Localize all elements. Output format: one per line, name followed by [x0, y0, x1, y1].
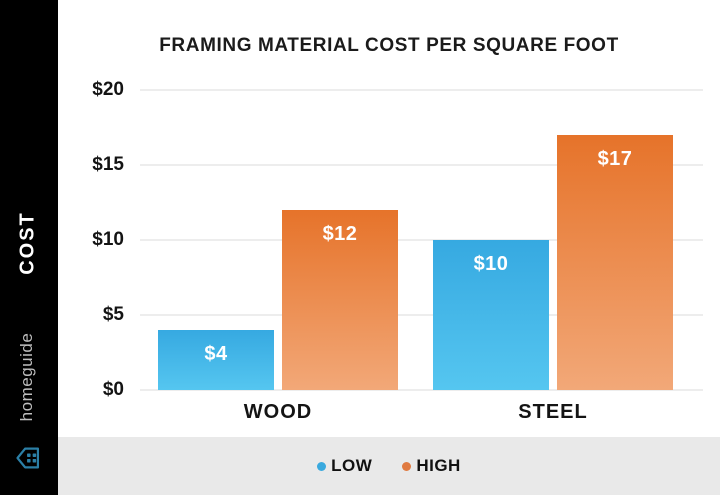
gridline [140, 164, 703, 166]
gridline [140, 314, 703, 316]
sidebar-cost-label: COST [16, 211, 39, 275]
chart-title: FRAMING MATERIAL COST PER SQUARE FOOT [159, 35, 619, 56]
gridline [140, 389, 703, 391]
legend-dot-high [402, 461, 412, 471]
sidebar: COST homeguide [0, 0, 58, 495]
category-label-wood: WOOD [243, 401, 313, 423]
homeguide-home-icon [14, 444, 42, 472]
bar-value-label: $4 [204, 343, 228, 365]
y-tick-label: $5 [102, 304, 124, 325]
y-tick-label: $0 [102, 379, 124, 400]
y-tick-label: $20 [92, 79, 124, 100]
legend: LOW HIGH [317, 456, 461, 476]
legend-label: LOW [331, 456, 373, 475]
bar-value-label: $10 [473, 253, 509, 275]
bar-steel-low: $10 [433, 240, 549, 390]
bar-steel-high: $17 [557, 135, 673, 390]
bar-value-label: $12 [322, 223, 358, 245]
legend-item-low: LOW [317, 456, 372, 476]
legend-item-high: HIGH [402, 456, 461, 476]
category-label-steel: STEEL [518, 401, 588, 423]
legend-strip: LOW HIGH [58, 437, 720, 495]
legend-label: HIGH [416, 456, 461, 475]
legend-dot-low [317, 461, 327, 471]
bar-wood-high: $12 [282, 210, 398, 390]
y-tick-label: $15 [92, 154, 124, 175]
bar-chart-plot: $4 $12 $10 $17 [140, 89, 703, 391]
bar-wood-low: $4 [158, 330, 274, 390]
brand-name: homeguide [17, 332, 36, 422]
bar-value-label: $17 [597, 148, 633, 170]
y-tick-label: $10 [92, 229, 124, 250]
gridline [140, 239, 703, 241]
gridline [140, 89, 703, 91]
